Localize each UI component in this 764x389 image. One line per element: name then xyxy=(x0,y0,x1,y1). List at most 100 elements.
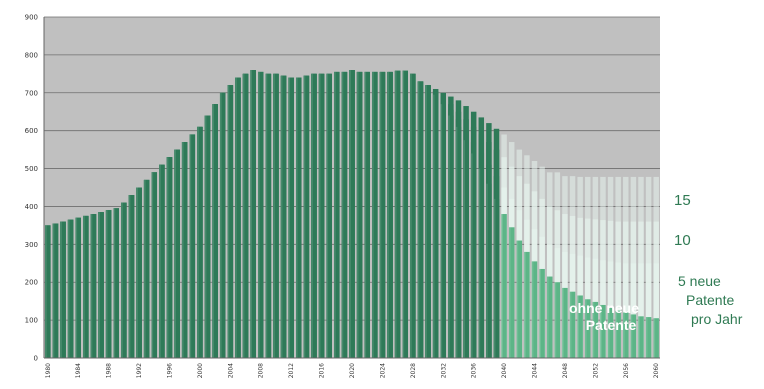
bar-ohne-neue-patente xyxy=(136,187,142,358)
bar-ohne-neue-patente xyxy=(113,208,119,358)
label-ohne-neue-patente: ohne neue Patente xyxy=(556,300,652,334)
bar-highlight xyxy=(113,208,116,358)
x-tick-label: 1988 xyxy=(106,363,113,378)
bar-5 xyxy=(623,263,629,358)
bar-ohne-neue-patente xyxy=(288,77,294,359)
bar-highlight xyxy=(67,219,70,358)
bar-highlight xyxy=(265,73,268,358)
bar-highlight xyxy=(159,164,161,358)
bar-highlight xyxy=(493,198,496,358)
bar-ohne-neue-patente xyxy=(501,214,507,358)
bar-highlight xyxy=(219,92,222,358)
bar-highlight xyxy=(607,307,610,358)
bar-ohne-neue-patente xyxy=(516,240,523,358)
bar-highlight xyxy=(189,134,192,358)
bar-ohne-neue-patente xyxy=(60,221,66,358)
bar-highlight xyxy=(143,179,146,358)
bar-highlight xyxy=(394,70,397,359)
bar-ohne-neue-patente xyxy=(372,71,378,358)
bar-highlight xyxy=(303,75,306,358)
bar-highlight xyxy=(501,214,503,358)
x-tick-label: 2000 xyxy=(197,363,204,378)
bar-highlight xyxy=(60,221,62,358)
bar-ohne-neue-patente xyxy=(280,75,287,358)
bar-highlight xyxy=(455,126,458,358)
bar-ohne-neue-patente xyxy=(630,314,637,358)
x-tick-label: 2040 xyxy=(501,363,508,378)
bar-ohne-neue-patente xyxy=(585,299,591,358)
bar-ohne-neue-patente xyxy=(151,172,158,358)
x-tick-label: 2028 xyxy=(410,363,417,378)
bar-ohne-neue-patente xyxy=(569,291,576,358)
bar-highlight xyxy=(653,318,656,358)
bar-highlight xyxy=(470,153,473,358)
y-tick-label: 300 xyxy=(25,241,38,249)
bar-ohne-neue-patente xyxy=(159,164,165,358)
x-axis-ticks: 1980 1984 1988 1992 1996 2000 2004 2008 2012 2016… xyxy=(45,363,660,378)
y-tick-label: 700 xyxy=(25,89,38,97)
bar-highlight xyxy=(440,104,443,358)
bar-highlight xyxy=(554,282,557,358)
bar-ohne-neue-patente xyxy=(562,287,568,358)
label-5-line2: Patente xyxy=(686,292,735,308)
x-tick-label: 2012 xyxy=(288,363,295,378)
bar-highlight xyxy=(569,291,572,358)
bar-ohne-neue-patente xyxy=(98,212,104,358)
label-15: 15 xyxy=(674,192,691,209)
bar-highlight xyxy=(516,240,519,358)
bar-highlight xyxy=(280,75,283,358)
bar-highlight xyxy=(478,168,481,358)
x-tick-label: 1980 xyxy=(45,363,52,378)
bars xyxy=(45,70,659,359)
bar-highlight xyxy=(630,314,633,358)
bar-highlight xyxy=(372,71,374,358)
bar-highlight xyxy=(258,71,260,358)
bar-ohne-neue-patente xyxy=(242,73,249,358)
bar-ohne-neue-patente xyxy=(235,77,241,359)
bar-highlight xyxy=(410,73,412,358)
y-tick-label: 500 xyxy=(25,165,38,173)
bar-highlight xyxy=(227,85,230,358)
x-tick-label: 2024 xyxy=(379,363,386,378)
bar-ohne-neue-patente xyxy=(45,225,51,358)
y-tick-label: 0 xyxy=(34,355,38,363)
bar-highlight xyxy=(326,73,329,358)
bar-highlight xyxy=(402,70,405,359)
bar-ohne-neue-patente xyxy=(387,71,393,358)
bar-ohne-neue-patente xyxy=(463,140,469,358)
bar-ohne-neue-patente xyxy=(83,215,89,358)
bar-highlight xyxy=(341,71,344,358)
x-tick-label: 2048 xyxy=(562,363,569,378)
bar-highlight xyxy=(585,299,587,358)
x-tick-label: 2020 xyxy=(349,363,356,378)
bar-ohne-neue-patente xyxy=(645,317,652,358)
x-tick-label: 2036 xyxy=(471,363,478,378)
label-5-line3: pro Jahr xyxy=(691,311,743,327)
x-tick-label: 1984 xyxy=(75,363,82,378)
bar-ohne-neue-patente xyxy=(349,70,355,358)
x-tick-label: 1992 xyxy=(136,363,143,378)
inside-line2: Patente xyxy=(585,317,637,333)
bar-highlight xyxy=(296,77,298,359)
bar-ohne-neue-patente xyxy=(258,71,264,358)
bar-ohne-neue-patente xyxy=(181,142,188,358)
bar-ohne-neue-patente xyxy=(653,318,659,358)
bar-ohne-neue-patente xyxy=(105,210,112,358)
y-tick-label: 200 xyxy=(25,279,38,287)
bar-highlight xyxy=(250,70,253,358)
bar-highlight xyxy=(379,71,382,358)
bar-highlight xyxy=(136,187,138,358)
bar-ohne-neue-patente xyxy=(402,70,408,359)
bar-ohne-neue-patente xyxy=(478,168,485,358)
x-tick-label: 2052 xyxy=(592,363,599,378)
bar-highlight xyxy=(539,268,542,358)
bar-ohne-neue-patente xyxy=(417,81,424,358)
label-5-neue-patente-pro-jahr: 5 neue Patente pro Jahr xyxy=(678,272,742,329)
bar-ohne-neue-patente xyxy=(341,71,348,358)
bar-5 xyxy=(615,262,621,358)
x-tick-label: 2056 xyxy=(623,363,630,378)
bar-highlight xyxy=(417,81,420,358)
bar-highlight xyxy=(75,217,78,358)
bar-highlight xyxy=(121,202,123,358)
bar-ohne-neue-patente xyxy=(250,70,256,358)
